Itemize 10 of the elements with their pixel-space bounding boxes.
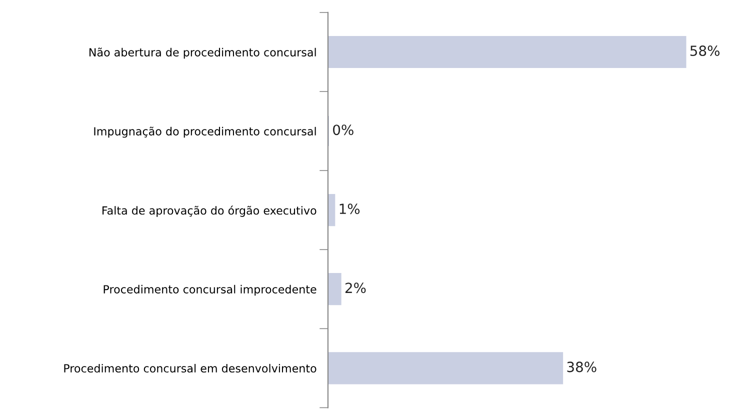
y-tick-label: Impugnação do procedimento concursal (94, 126, 316, 138)
y-tick-label: Procedimento concursal improcedente (104, 284, 316, 296)
data-label: 0% (333, 124, 354, 136)
y-tick-label: Não abertura de procedimento concursal (90, 48, 316, 59)
data-label: 2% (345, 282, 366, 294)
y-tick-label: Procedimento concursal em desenvolvimento (64, 364, 316, 373)
data-label: 1% (340, 204, 360, 214)
data-label: 38% (567, 362, 596, 372)
y-tick-label: Falta de aprovação do órgão executivo (102, 206, 316, 217)
data-label: 58% (690, 46, 720, 56)
